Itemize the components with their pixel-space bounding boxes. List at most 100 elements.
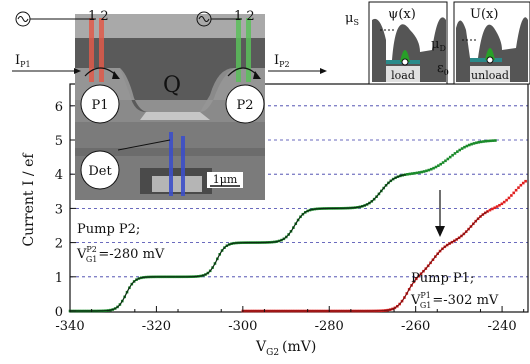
data-point: [514, 188, 518, 192]
label-mu-d: μD: [431, 37, 446, 53]
data-point: [512, 191, 516, 195]
data-point: [484, 139, 488, 143]
label-det: Det: [88, 164, 112, 179]
x-tick-label--240: -240: [487, 319, 516, 334]
label-i-p2: IP2: [274, 53, 290, 69]
data-point: [488, 208, 492, 212]
data-point: [446, 157, 450, 161]
data-point: [444, 159, 447, 163]
arrow-indicator: [435, 190, 445, 237]
gate-numbers-left: 1 2: [88, 9, 109, 24]
x-tick-label--320: -320: [142, 319, 171, 334]
annot-p1-line1: Pump P1;: [411, 271, 474, 286]
data-point: [415, 171, 419, 175]
label-p1: P1: [91, 98, 108, 113]
annotation-pump-p1: Pump P1; VP1 G1=-302 mV: [410, 271, 499, 310]
label-psi: ψ(x): [388, 7, 416, 22]
x-tick-label--280: -280: [315, 319, 344, 334]
data-point: [489, 139, 492, 143]
annotation-pump-p2: Pump P2; VP2 G1=-280 mV: [76, 222, 165, 264]
data-point: [451, 153, 454, 157]
annot-p2-sup: P2: [86, 245, 96, 254]
data-point: [463, 145, 466, 149]
data-point: [458, 148, 462, 152]
data-point: [448, 155, 452, 159]
data-point: [425, 169, 428, 173]
annot-p2-line1: Pump P2;: [77, 222, 140, 237]
annot-p2-line2: VP2 G1=-280 mV: [76, 245, 165, 264]
data-point: [410, 172, 414, 175]
annot-p1-sub: G1: [420, 301, 431, 310]
y-axis-title: Current I / ef: [21, 152, 37, 247]
data-point: [420, 170, 424, 174]
data-point: [467, 143, 471, 147]
data-point: [460, 147, 464, 150]
data-point: [479, 140, 483, 144]
data-point: [434, 165, 438, 169]
data-point: [465, 144, 469, 148]
data-point: [505, 198, 508, 202]
y-tick-label-4: 4: [55, 168, 63, 183]
x-axis-title-main: V: [255, 339, 267, 355]
label-i-p1: IP1: [15, 53, 31, 69]
y-tick-label-0: 0: [55, 305, 63, 320]
x-axis-title: VG2 (mV): [255, 339, 316, 358]
data-point: [413, 171, 416, 175]
data-point: [437, 164, 440, 167]
x-axis-title-sub: G2: [266, 348, 279, 358]
data-point: [406, 172, 409, 176]
data-point: [408, 172, 412, 176]
annot-p1-line2: VP1 G1=-302 mV: [410, 291, 499, 310]
data-point: [475, 141, 478, 145]
data-point: [470, 142, 473, 146]
data-point: [456, 150, 459, 153]
data-point: [472, 142, 476, 145]
fit-line-1: [242, 210, 489, 312]
data-point: [453, 152, 457, 155]
x-axis-title-unit: (mV): [282, 339, 316, 355]
label-load: load: [391, 69, 415, 82]
data-point: [502, 200, 506, 204]
data-point: [427, 168, 431, 172]
inset-schematic: load unload μS ψ(x) U(x) μD ε0: [345, 1, 530, 85]
data-point: [495, 205, 499, 208]
x-tick-label--300: -300: [228, 319, 257, 334]
data-point: [494, 139, 497, 142]
fit-curves: [70, 174, 489, 312]
label-q: Q: [163, 73, 181, 98]
data-point: [491, 139, 495, 142]
data-point: [441, 161, 445, 164]
data-point: [524, 179, 527, 183]
data-point: [432, 166, 435, 170]
label-unload: unload: [471, 69, 509, 82]
data-point: [477, 140, 481, 144]
inset-micrograph: P1 P2 Det Q 1μm: [75, 14, 265, 200]
annot-p2-sub: G1: [86, 255, 97, 264]
data-point: [521, 181, 525, 185]
data-point: [429, 167, 433, 171]
label-u: U(x): [470, 7, 498, 22]
y-tick-label-3: 3: [55, 202, 63, 217]
scale-bar-label: 1μm: [213, 173, 238, 186]
data-point: [519, 183, 523, 187]
label-eps0: ε0: [437, 61, 449, 77]
data-point: [439, 162, 443, 166]
data-point: [493, 206, 497, 210]
data-point: [517, 186, 520, 189]
data-point: [510, 194, 513, 197]
data-point: [498, 203, 501, 207]
data-point: [507, 196, 511, 200]
label-p2: P2: [236, 98, 253, 113]
y-tick-label-6: 6: [55, 100, 63, 115]
axis-ticks: 0 1 2 3 4 5 6 -340 -320 -300 -280 -260 -240: [55, 100, 525, 334]
ac-source-icon-2: 1 2: [196, 9, 255, 27]
data-point: [491, 207, 494, 211]
gate-numbers-right: 1 2: [234, 9, 255, 24]
x-tick-label--340: -340: [55, 319, 84, 334]
label-mu-s: μS: [345, 11, 359, 27]
y-tick-label-1: 1: [55, 271, 63, 286]
data-point: [500, 202, 504, 206]
data-point: [482, 140, 485, 143]
data-point: [486, 139, 490, 143]
